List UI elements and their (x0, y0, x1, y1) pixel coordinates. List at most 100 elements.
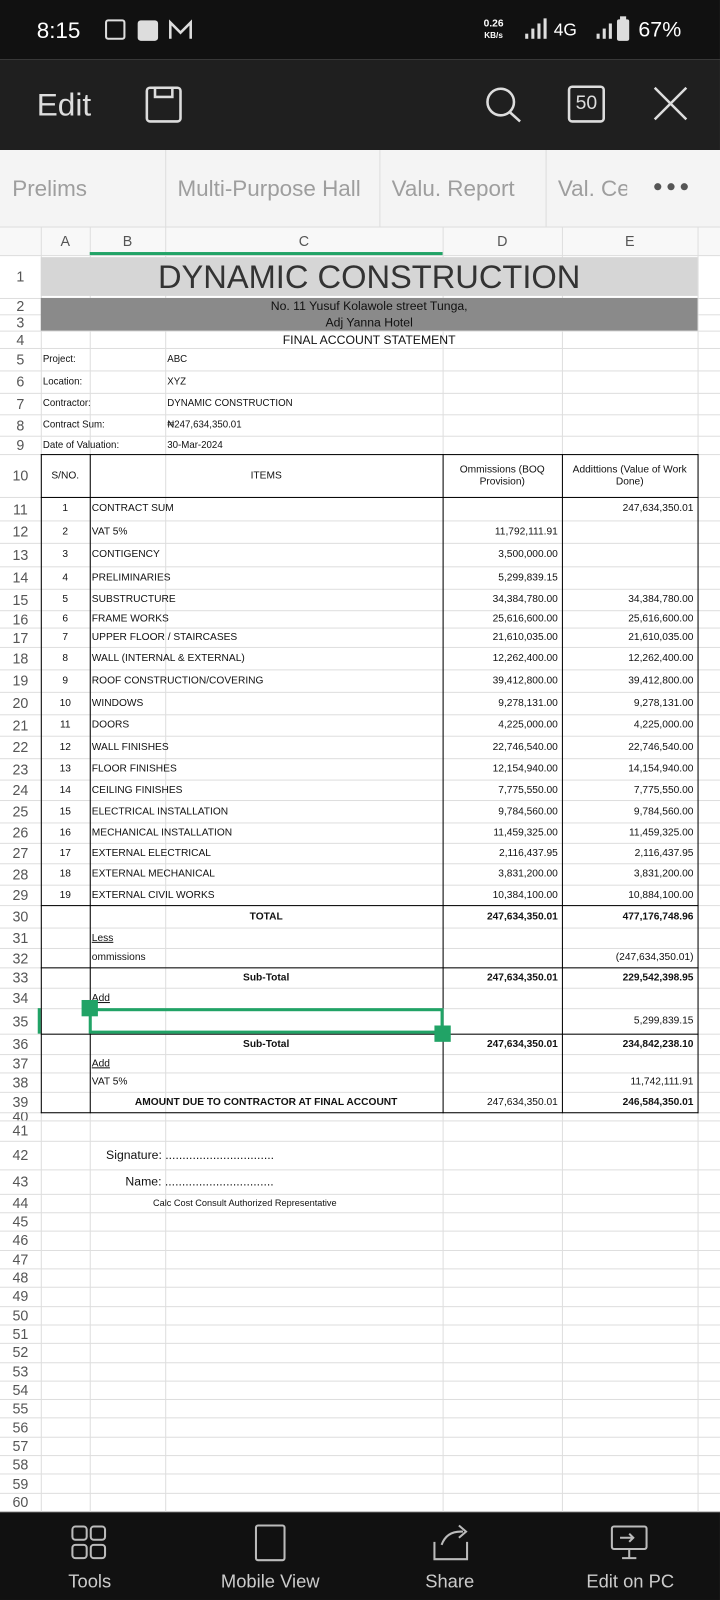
row-number: 42 (12, 1146, 29, 1164)
grid-line (0, 627, 720, 629)
page-count[interactable]: 50 (575, 92, 598, 115)
nav-button[interactable]: Mobile View (220, 1570, 320, 1592)
addition-amount: 14,154,940.00 (628, 763, 694, 775)
omission-amount: 9,278,131.00 (498, 697, 558, 709)
item-name: EXTERNAL CIVIL WORKS (91, 889, 215, 901)
save-icon[interactable] (145, 86, 182, 123)
item-name: ELECTRICAL INSTALLATION (91, 805, 229, 817)
toolbar-icons (145, 85, 688, 123)
item-number: 9 (62, 674, 69, 687)
column-header: B (122, 232, 133, 249)
row-number: 37 (12, 1055, 29, 1072)
grid-line (0, 779, 720, 781)
row-number: 2 (16, 297, 25, 315)
sheet-tab[interactable]: Multi-Purpose Hall (177, 175, 361, 202)
addition-amount: 11,459,325.00 (628, 827, 694, 839)
signature-line: Signature: .............................… (106, 1147, 275, 1163)
signature-note: Calc Cost Consult Authorized Representat… (152, 1197, 337, 1209)
table-border (40, 454, 699, 456)
row-number: 46 (12, 1232, 29, 1249)
item-number: 11 (59, 719, 71, 731)
edit-button[interactable]: Edit (36, 86, 92, 123)
grid-line (0, 1120, 720, 1122)
row-number: 24 (12, 781, 29, 798)
table-border (40, 905, 699, 907)
item-name: ROOF CONSTRUCTION/COVERING (91, 674, 264, 687)
item-name: PRELIMINARIES (91, 571, 171, 584)
summary-label: Sub-Total (243, 1038, 290, 1050)
close-icon[interactable] (653, 86, 688, 121)
grid-line (0, 1361, 720, 1363)
omission-amount: 3,831,200.00 (498, 868, 558, 880)
search-icon[interactable] (486, 87, 516, 117)
grid-line (0, 1492, 720, 1494)
row-number: 36 (12, 1035, 29, 1053)
row-number: 44 (12, 1194, 29, 1212)
addition-amount: 4,225,000.00 (633, 719, 694, 731)
grid-line (0, 691, 720, 693)
omission-amount: 34,384,780.00 (492, 593, 558, 606)
table-header: S/NO. (51, 469, 80, 482)
addition-amount: 9,784,560.00 (633, 805, 694, 817)
info-value: XYZ (167, 376, 187, 388)
grid-line (0, 370, 720, 372)
nav-button[interactable]: Edit on PC (586, 1570, 675, 1592)
cell-selection (88, 1008, 444, 1034)
grid-line (0, 520, 720, 522)
grid-line (0, 255, 720, 257)
grid-line (0, 927, 720, 929)
grid-line (0, 414, 720, 416)
grid-line (0, 1511, 720, 1513)
nav-button[interactable]: Share (425, 1570, 475, 1592)
grid-line (0, 610, 720, 612)
grid-line (0, 347, 720, 349)
network: 4G (553, 20, 577, 40)
row-number: 40 (12, 1112, 29, 1121)
table-border (561, 454, 563, 1114)
info-label: Location: (42, 376, 83, 388)
grid-line (0, 987, 720, 989)
grid-line (165, 226, 167, 1512)
bottom-nav (0, 1511, 720, 1600)
selection-handle[interactable] (81, 999, 98, 1017)
grid-line (0, 669, 720, 671)
addition-amount: 39,412,800.00 (628, 674, 694, 687)
omission-amount: 2,116,437.95 (499, 847, 558, 859)
omission-amount: 12,154,940.00 (492, 763, 558, 775)
grid-line (0, 1286, 720, 1288)
omission-amount: 22,746,540.00 (492, 741, 558, 753)
table-border (40, 454, 42, 1114)
sheet-tab[interactable]: Val. Ce (557, 175, 628, 202)
table-header: ITEMS (250, 469, 282, 482)
grid-line (0, 714, 720, 716)
item-name: WALL (INTERNAL & EXTERNAL) (91, 652, 245, 664)
info-label: Contract Sum: (42, 419, 105, 431)
row-selected (37, 1008, 41, 1034)
grid-line (0, 392, 720, 394)
row-number: 59 (12, 1475, 29, 1492)
tab-separator (545, 149, 547, 227)
item-number: 18 (59, 868, 71, 880)
omission-amount: 4,225,000.00 (498, 719, 558, 731)
omission-amount: 5,299,839.15 (498, 571, 558, 584)
row-number: 26 (12, 824, 29, 841)
grid-line (0, 799, 720, 802)
column-header: D (497, 232, 508, 249)
nav-button[interactable]: Tools (68, 1570, 112, 1592)
item-number: 7 (62, 631, 69, 643)
sheet-tab[interactable]: Valu. Report (391, 175, 515, 202)
row-number: 19 (12, 672, 29, 689)
row-number: 55 (12, 1400, 29, 1417)
sheet-tab[interactable]: Prelims (12, 175, 88, 202)
addition-amount: 229,542,398.95 (622, 971, 694, 984)
addition-amount: 234,842,238.10 (622, 1038, 694, 1050)
selection-handle[interactable] (434, 1025, 451, 1042)
name-line: Name: ................................ (125, 1174, 274, 1189)
item-name: FRAME WORKS (91, 613, 169, 625)
omission-amount: 247,634,350.01 (486, 971, 558, 984)
tab-separator (379, 149, 381, 227)
pages-icon[interactable] (567, 85, 605, 123)
item-name: CONTRACT SUM (91, 503, 174, 515)
tab-more[interactable] (654, 183, 688, 191)
